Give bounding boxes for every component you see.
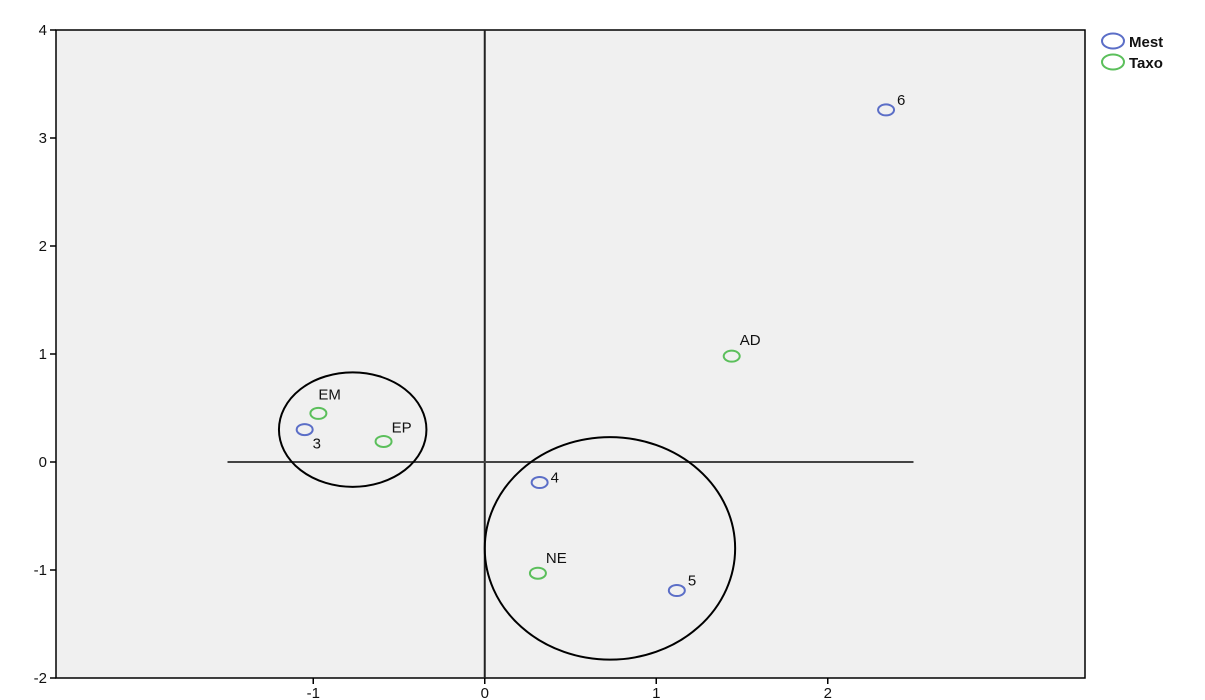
- point-label: 3: [313, 436, 321, 453]
- x-tick-label: 1: [652, 685, 660, 700]
- point-label: EP: [392, 419, 412, 436]
- y-tick-label: -1: [34, 562, 47, 579]
- legend-label: Mest: [1129, 34, 1163, 51]
- point-label: NE: [546, 550, 567, 567]
- point-label: 4: [551, 470, 559, 487]
- y-tick-label: 1: [39, 346, 47, 363]
- x-tick-label: 2: [824, 685, 832, 700]
- y-tick-label: 3: [39, 130, 47, 147]
- x-tick-label: -1: [307, 685, 320, 700]
- y-tick-label: 4: [39, 22, 47, 39]
- point-label: 5: [688, 573, 696, 590]
- legend-marker-taxo: [1102, 55, 1124, 70]
- legend: Mest Taxo: [1102, 34, 1163, 73]
- point-label: AD: [740, 332, 761, 349]
- legend-marker-mest: [1102, 34, 1124, 49]
- y-tick-label: 2: [39, 238, 47, 255]
- point-label: EM: [318, 386, 341, 403]
- legend-label: Taxo: [1129, 55, 1163, 72]
- x-tick-label: 0: [481, 685, 489, 700]
- y-tick-label: 0: [39, 454, 47, 471]
- point-label: 6: [897, 92, 905, 109]
- plot-area: [56, 30, 1085, 678]
- y-tick-label: -2: [34, 670, 47, 687]
